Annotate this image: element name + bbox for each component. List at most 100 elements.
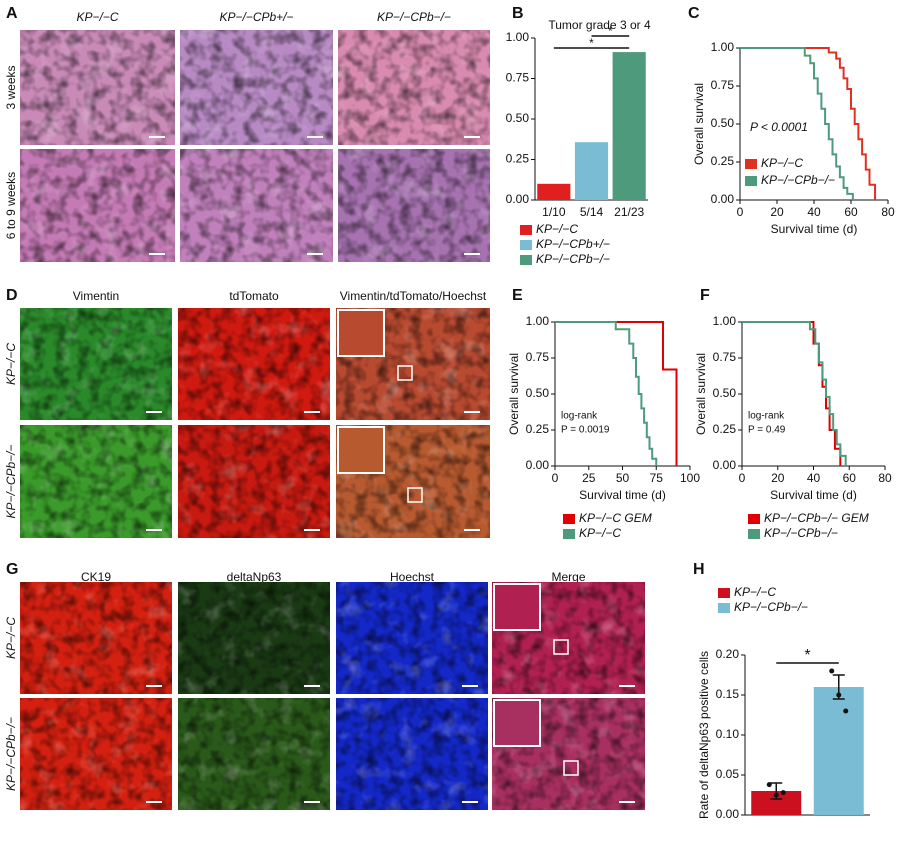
inset (493, 699, 541, 747)
x-tick-label: 20 (771, 471, 785, 485)
inset-marker (553, 639, 569, 655)
micrograph-texture (20, 308, 172, 420)
micrograph-texture (20, 149, 175, 262)
row-label: 6 to 9 weeks (4, 172, 18, 239)
y-tick-label: 0.10 (716, 727, 740, 741)
y-tick-label: 0.50 (711, 116, 735, 130)
survival-curve (555, 321, 658, 466)
x-tick-label: 0 (737, 205, 744, 219)
y-tick-label: 0.75 (506, 71, 530, 85)
y-tick-label: 0.75 (711, 78, 735, 92)
x-tick-label: 80 (878, 471, 892, 485)
y-axis-label: Overall survival (507, 353, 521, 435)
y-tick-label: 0.75 (526, 350, 550, 364)
column-header: Merge (551, 570, 585, 584)
micrograph-texture (20, 425, 172, 538)
legend-label: KP−/−CPb−/− (734, 600, 808, 614)
legend-label: KP−/−CPb−/− (761, 173, 835, 187)
significance-mark: * (608, 24, 613, 38)
micrograph-texture (178, 698, 330, 810)
significance-mark: * (589, 36, 594, 50)
x-tick-label: 20 (770, 205, 784, 219)
y-tick-label: 0.25 (711, 154, 735, 168)
survival-curve (742, 321, 847, 466)
x-tick-label: 40 (807, 205, 821, 219)
bar (813, 687, 864, 815)
panel-letter: F (700, 287, 710, 304)
y-tick-label: 1.00 (526, 314, 550, 328)
column-header: KP−/−C (76, 10, 118, 24)
annotation: log-rank (748, 411, 785, 422)
x-tick-label: 60 (843, 471, 857, 485)
bar (574, 142, 609, 200)
y-axis-label: Overall survival (692, 83, 706, 165)
y-tick-label: 0.05 (716, 767, 740, 781)
inset-marker (407, 487, 423, 503)
legend-swatch (563, 514, 575, 524)
legend-swatch (748, 514, 760, 524)
x-tick-label: 1/10 (542, 205, 566, 219)
legend-swatch (718, 603, 730, 613)
survival-curve (740, 47, 854, 200)
x-tick-label: 50 (616, 471, 630, 485)
micrograph-texture (338, 30, 490, 145)
data-point (773, 792, 779, 798)
x-tick-label: 0 (552, 471, 559, 485)
y-tick-label: 0.00 (711, 192, 735, 206)
column-header: KP−/−CPb−/− (377, 10, 451, 24)
annotation: P < 0.0001 (750, 120, 808, 134)
panel-letter: D (6, 287, 18, 304)
legend-label: KP−/−C (536, 222, 578, 236)
panel-letter: A (6, 5, 18, 22)
legend-label: KP−/−C GEM (579, 511, 652, 525)
y-tick-label: 0.75 (713, 350, 737, 364)
x-tick-label: 60 (844, 205, 858, 219)
x-tick-label: 5/14 (580, 205, 604, 219)
row-label: 3 weeks (4, 65, 18, 109)
x-axis-label: Survival time (d) (579, 488, 666, 502)
data-point (780, 790, 786, 796)
micrograph-texture (178, 425, 330, 538)
y-axis-label: Rate of deltaNp63 positive cells (697, 651, 711, 819)
legend-label: KP−/−C (761, 156, 803, 170)
column-header: deltaNp63 (227, 570, 282, 584)
y-tick-label: 0.00 (713, 458, 737, 472)
inset (493, 583, 541, 631)
inset (337, 309, 385, 357)
panel-letter: E (512, 287, 523, 304)
y-tick-label: 0.25 (713, 422, 737, 436)
micrograph-texture (20, 30, 175, 145)
y-tick-label: 1.00 (711, 40, 735, 54)
column-header: Vimentin (73, 289, 119, 303)
legend-label: KP−/−C (734, 585, 776, 599)
inset-marker (563, 760, 579, 776)
data-point (829, 668, 835, 674)
legend-swatch (745, 159, 757, 169)
bar (537, 183, 571, 200)
column-header: Hoechst (390, 570, 435, 584)
significance-mark: * (804, 647, 810, 664)
chart-title: Tumor grade 3 or 4 (548, 18, 651, 32)
annotation: P = 0.0019 (561, 425, 610, 436)
panel-letter: C (688, 5, 700, 22)
x-tick-label: 80 (881, 205, 895, 219)
micrograph-texture (20, 582, 172, 694)
row-label: KP−/−CPb−/− (4, 717, 18, 791)
micrograph-texture (338, 149, 490, 262)
y-tick-label: 0.50 (713, 386, 737, 400)
micrograph-texture (178, 582, 330, 694)
micrograph-texture (178, 308, 330, 420)
column-header: Vimentin/tdTomato/Hoechst (340, 289, 487, 303)
column-header: CK19 (81, 570, 111, 584)
y-axis-label: Overall survival (694, 353, 708, 435)
inset-marker (397, 365, 413, 381)
legend-swatch (520, 240, 532, 250)
legend-label: KP−/−CPb−/− (764, 526, 838, 540)
legend-label: KP−/−CPb−/− GEM (764, 511, 869, 525)
legend-swatch (748, 529, 760, 539)
x-tick-label: 75 (650, 471, 664, 485)
y-tick-label: 0.25 (526, 422, 550, 436)
row-label: KP−/−CPb−/− (4, 444, 18, 518)
